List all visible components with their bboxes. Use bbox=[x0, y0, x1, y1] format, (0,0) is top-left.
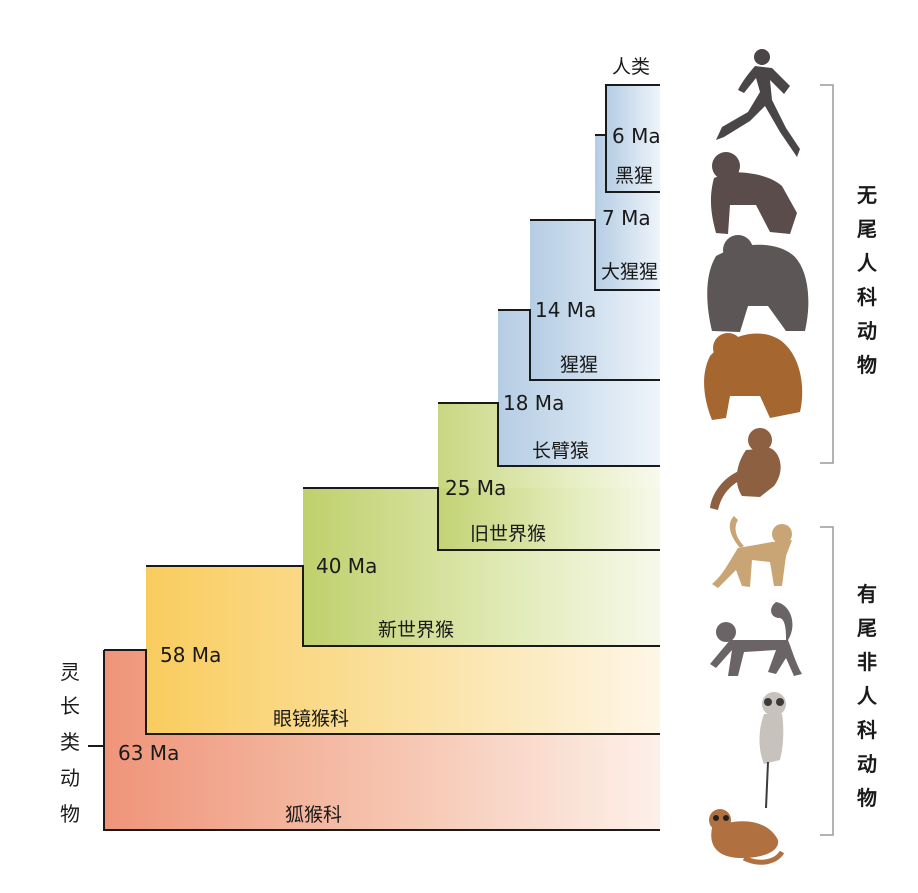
root-label-char: 物 bbox=[60, 802, 80, 826]
apes-group-char: 动 bbox=[857, 319, 877, 343]
taxon-label-gibbon: 长臂猿 bbox=[532, 440, 590, 462]
taxon-label-old-world-monkey: 旧世界猴 bbox=[470, 523, 547, 545]
orangutan-icon bbox=[704, 333, 803, 420]
monkeys-group-char: 物 bbox=[857, 786, 877, 810]
hominini-clade-band bbox=[606, 85, 660, 192]
monkeys-group-char: 有 bbox=[857, 582, 877, 606]
gibbon-icon bbox=[710, 428, 781, 510]
age-label-tarsier-split: 58 Ma bbox=[160, 643, 222, 667]
age-label-gibbon-split: 18 Ma bbox=[503, 391, 565, 415]
age-label-orangutan-split: 14 Ma bbox=[535, 298, 597, 322]
lemur-branch bbox=[103, 650, 660, 831]
apes-group-char: 无 bbox=[857, 183, 877, 207]
chimpanzee-icon bbox=[710, 152, 797, 234]
runner-icon bbox=[716, 49, 800, 157]
orangutan-branch bbox=[498, 309, 660, 381]
age-label-gorilla-split: 7 Ma bbox=[602, 206, 651, 230]
chimp-branch bbox=[595, 134, 660, 193]
taxon-label-gorilla: 大猩猩 bbox=[601, 261, 659, 283]
taxon-label-human: 人类 bbox=[612, 56, 651, 78]
age-label-primates: 63 Ma bbox=[118, 741, 180, 765]
apes-group-char: 尾 bbox=[857, 217, 877, 241]
apes-group-char: 人 bbox=[857, 251, 877, 275]
gorilla-icon bbox=[707, 235, 809, 332]
taxon-label-orangutan: 猩猩 bbox=[560, 354, 599, 376]
age-label-new-world-split: 40 Ma bbox=[316, 554, 378, 578]
taxon-label-tarsier: 眼镜猴科 bbox=[273, 708, 350, 730]
human-branch bbox=[605, 84, 660, 135]
apes-bracket bbox=[820, 84, 834, 464]
taxon-label-lemur: 狐猴科 bbox=[285, 804, 343, 826]
gibbon-branch bbox=[438, 402, 660, 467]
apes-group-char: 物 bbox=[857, 353, 877, 377]
root-label-char: 灵 bbox=[60, 660, 80, 684]
root-label-char: 类 bbox=[60, 730, 80, 754]
taxon-label-new-world-monkey: 新世界猴 bbox=[378, 619, 455, 641]
root-label-char: 动 bbox=[60, 766, 80, 790]
new-world-branch bbox=[146, 565, 660, 647]
monkeys-group-char: 人 bbox=[857, 684, 877, 708]
spider-monkey-icon bbox=[710, 602, 802, 676]
taxon-label-chimpanzee: 黑猩 bbox=[615, 165, 654, 187]
monkeys-group-char: 尾 bbox=[857, 616, 877, 640]
macaque-icon bbox=[712, 516, 792, 588]
monkeys-group-char: 非 bbox=[857, 650, 877, 674]
monkeys-bracket bbox=[820, 526, 834, 836]
old-world-branch bbox=[303, 487, 660, 551]
lemur-icon bbox=[709, 809, 785, 865]
monkeys-group-char: 科 bbox=[857, 718, 877, 742]
age-label-chimp-split: 6 Ma bbox=[612, 124, 661, 148]
tarsier-branch bbox=[104, 649, 660, 735]
root-label-char: 长 bbox=[60, 694, 80, 718]
gorilla-branch bbox=[530, 219, 660, 291]
age-label-old-world-split: 25 Ma bbox=[445, 476, 507, 500]
tarsier-icon bbox=[759, 692, 786, 809]
apes-group-char: 科 bbox=[857, 285, 877, 309]
monkeys-group-char: 动 bbox=[857, 752, 877, 776]
